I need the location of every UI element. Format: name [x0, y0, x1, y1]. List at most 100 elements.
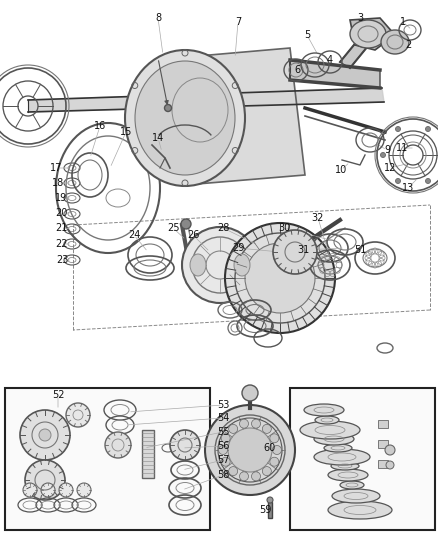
- Text: 7: 7: [235, 17, 241, 27]
- Text: 54: 54: [217, 413, 229, 423]
- Text: 52: 52: [52, 390, 64, 400]
- Text: 15: 15: [120, 127, 132, 137]
- Polygon shape: [350, 18, 395, 50]
- Text: 5: 5: [304, 30, 310, 40]
- Text: 14: 14: [152, 133, 164, 143]
- Circle shape: [77, 483, 91, 497]
- Ellipse shape: [350, 20, 386, 48]
- Text: 21: 21: [55, 223, 67, 233]
- Circle shape: [396, 126, 400, 132]
- Circle shape: [229, 466, 238, 475]
- Circle shape: [270, 434, 279, 443]
- Circle shape: [181, 219, 191, 229]
- Circle shape: [425, 179, 431, 183]
- Circle shape: [41, 483, 55, 497]
- Text: 22: 22: [56, 239, 68, 249]
- Text: 8: 8: [155, 13, 161, 23]
- Text: 55: 55: [217, 427, 229, 437]
- Polygon shape: [28, 88, 384, 112]
- Circle shape: [205, 405, 295, 495]
- Text: 9: 9: [384, 145, 390, 155]
- Text: 28: 28: [217, 223, 229, 233]
- Ellipse shape: [332, 489, 380, 503]
- Ellipse shape: [381, 30, 409, 54]
- Circle shape: [251, 419, 261, 428]
- Text: 57: 57: [217, 455, 229, 465]
- Circle shape: [245, 243, 315, 313]
- Circle shape: [251, 472, 261, 481]
- Text: 59: 59: [259, 505, 271, 515]
- Text: 19: 19: [55, 193, 67, 203]
- Circle shape: [272, 446, 282, 455]
- Circle shape: [425, 126, 431, 132]
- Bar: [268, 502, 272, 518]
- Text: 24: 24: [128, 230, 140, 240]
- Polygon shape: [290, 60, 380, 88]
- Circle shape: [66, 403, 90, 427]
- Circle shape: [242, 385, 258, 401]
- Bar: [5, 388, 210, 530]
- Polygon shape: [340, 40, 368, 68]
- Circle shape: [228, 428, 272, 472]
- Circle shape: [270, 457, 279, 466]
- Ellipse shape: [300, 421, 360, 439]
- Circle shape: [221, 434, 230, 443]
- Text: 4: 4: [327, 55, 333, 65]
- Ellipse shape: [314, 433, 354, 445]
- Text: 12: 12: [384, 163, 396, 173]
- Text: 11: 11: [396, 143, 408, 153]
- Circle shape: [240, 472, 248, 481]
- Circle shape: [273, 230, 317, 274]
- Circle shape: [219, 446, 227, 455]
- Text: 23: 23: [56, 255, 68, 265]
- Circle shape: [267, 497, 273, 503]
- Ellipse shape: [328, 469, 368, 481]
- Text: 25: 25: [167, 223, 179, 233]
- Circle shape: [240, 419, 248, 428]
- Text: 1: 1: [400, 17, 406, 27]
- Text: 20: 20: [55, 208, 67, 218]
- Ellipse shape: [328, 501, 392, 519]
- Bar: [290, 388, 435, 530]
- Bar: [378, 460, 388, 468]
- Ellipse shape: [315, 416, 339, 424]
- Circle shape: [386, 461, 394, 469]
- Circle shape: [165, 104, 172, 111]
- Circle shape: [105, 432, 131, 458]
- Text: 29: 29: [232, 243, 244, 253]
- Circle shape: [170, 430, 200, 460]
- Ellipse shape: [340, 481, 364, 489]
- Ellipse shape: [324, 444, 352, 452]
- Circle shape: [225, 223, 335, 333]
- Circle shape: [381, 152, 385, 157]
- Circle shape: [25, 460, 65, 500]
- Ellipse shape: [190, 254, 206, 276]
- Text: 51: 51: [354, 245, 366, 255]
- Ellipse shape: [331, 462, 359, 470]
- Ellipse shape: [125, 50, 245, 186]
- Bar: [142, 430, 154, 478]
- Circle shape: [59, 483, 73, 497]
- Bar: [378, 420, 388, 428]
- Text: 26: 26: [187, 230, 199, 240]
- Text: 60: 60: [263, 443, 275, 453]
- Circle shape: [182, 227, 258, 303]
- Text: 18: 18: [52, 178, 64, 188]
- Circle shape: [229, 424, 238, 433]
- Text: 10: 10: [335, 165, 347, 175]
- Text: 58: 58: [217, 470, 229, 480]
- Circle shape: [385, 445, 395, 455]
- Text: 13: 13: [402, 183, 414, 193]
- Bar: [378, 440, 388, 448]
- Ellipse shape: [314, 449, 370, 465]
- Circle shape: [396, 179, 400, 183]
- Ellipse shape: [234, 254, 250, 276]
- Circle shape: [20, 410, 70, 460]
- Text: 2: 2: [405, 40, 411, 50]
- Text: 16: 16: [94, 121, 106, 131]
- Text: 30: 30: [278, 223, 290, 233]
- Text: 32: 32: [312, 213, 324, 223]
- Text: 53: 53: [217, 400, 229, 410]
- Text: 31: 31: [297, 245, 309, 255]
- Text: 17: 17: [50, 163, 62, 173]
